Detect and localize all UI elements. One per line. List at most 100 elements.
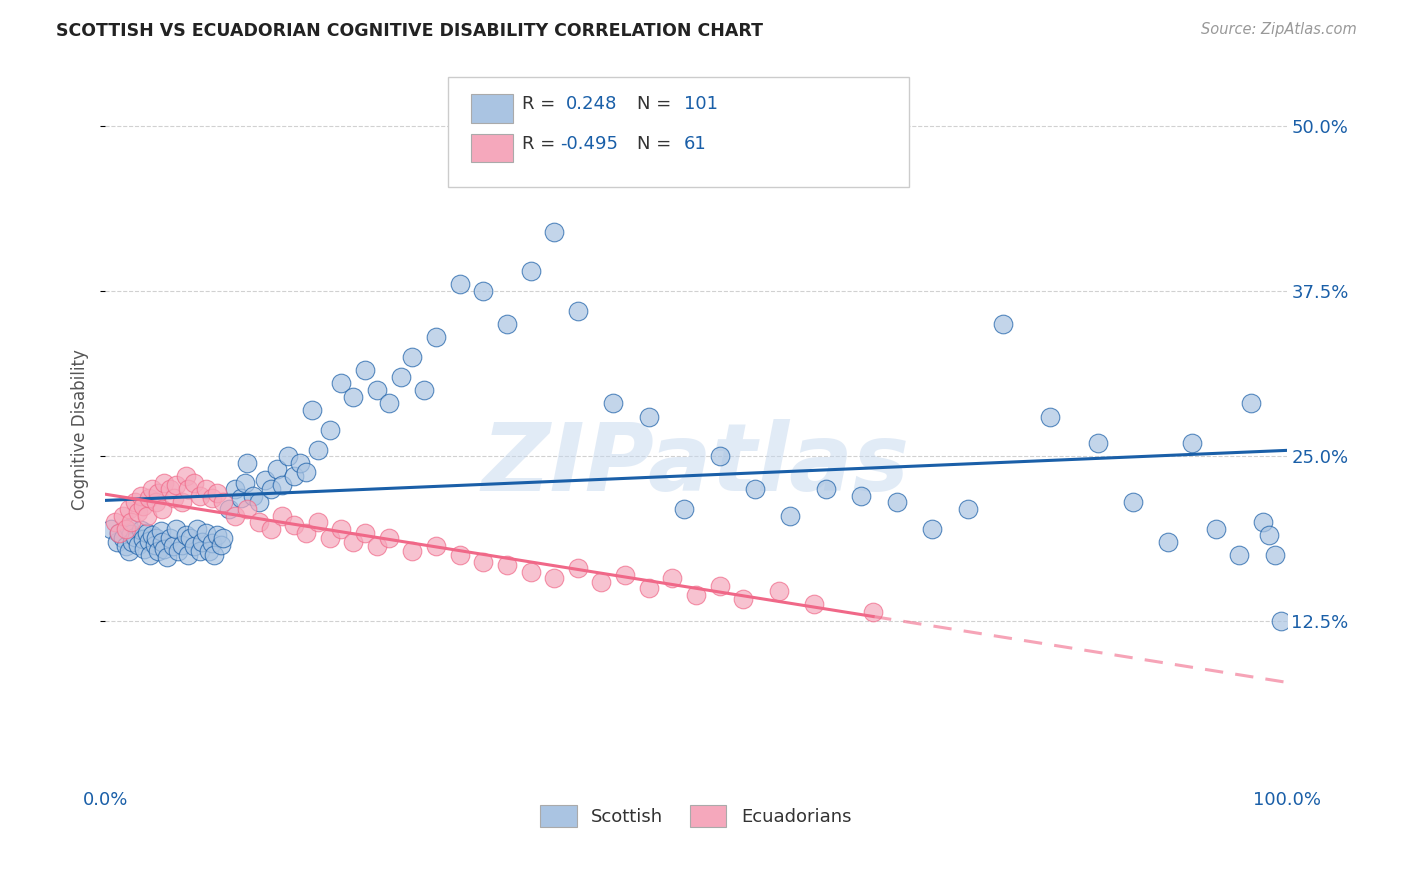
- Point: [1270, 615, 1292, 629]
- Point: [148, 544, 170, 558]
- Point: [366, 539, 388, 553]
- Point: [224, 508, 246, 523]
- Point: [124, 530, 146, 544]
- Text: 101: 101: [685, 95, 718, 112]
- Point: [307, 515, 329, 529]
- Point: [991, 317, 1014, 331]
- Point: [425, 539, 447, 553]
- Point: [149, 524, 172, 539]
- Point: [614, 568, 637, 582]
- Text: ZIPatlas: ZIPatlas: [482, 419, 910, 511]
- Point: [247, 495, 270, 509]
- Text: SCOTTISH VS ECUADORIAN COGNITIVE DISABILITY CORRELATION CHART: SCOTTISH VS ECUADORIAN COGNITIVE DISABIL…: [56, 22, 763, 40]
- Text: N =: N =: [637, 136, 671, 153]
- Text: N =: N =: [637, 95, 671, 112]
- Point: [120, 527, 142, 541]
- Text: 0.248: 0.248: [567, 95, 617, 112]
- FancyBboxPatch shape: [471, 134, 513, 162]
- Point: [236, 456, 259, 470]
- Point: [200, 536, 222, 550]
- Point: [145, 495, 167, 509]
- Point: [104, 515, 127, 529]
- Point: [194, 482, 217, 496]
- Point: [307, 442, 329, 457]
- Point: [1181, 436, 1204, 450]
- Point: [814, 482, 837, 496]
- FancyBboxPatch shape: [447, 77, 908, 187]
- Point: [177, 482, 200, 496]
- Point: [229, 491, 252, 506]
- Point: [253, 473, 276, 487]
- Point: [271, 478, 294, 492]
- Point: [202, 548, 225, 562]
- Point: [425, 330, 447, 344]
- Text: R =: R =: [522, 136, 555, 153]
- Point: [132, 500, 155, 514]
- Point: [472, 284, 495, 298]
- Point: [135, 525, 157, 540]
- Point: [567, 561, 589, 575]
- Point: [141, 482, 163, 496]
- Point: [862, 605, 884, 619]
- Point: [271, 508, 294, 523]
- Point: [139, 548, 162, 562]
- Point: [744, 482, 766, 496]
- Point: [637, 409, 659, 424]
- Point: [259, 482, 281, 496]
- Point: [183, 539, 205, 553]
- Point: [135, 508, 157, 523]
- Point: [661, 571, 683, 585]
- Point: [118, 502, 141, 516]
- Y-axis label: Cognitive Disability: Cognitive Disability: [72, 350, 89, 510]
- Point: [1240, 396, 1263, 410]
- Point: [602, 396, 624, 410]
- Point: [389, 370, 412, 384]
- FancyBboxPatch shape: [471, 95, 513, 123]
- Point: [118, 520, 141, 534]
- Point: [121, 535, 143, 549]
- Point: [191, 535, 214, 549]
- Point: [768, 583, 790, 598]
- Point: [543, 225, 565, 239]
- Point: [179, 531, 201, 545]
- Point: [1257, 528, 1279, 542]
- Point: [401, 350, 423, 364]
- Point: [472, 555, 495, 569]
- Point: [163, 491, 186, 506]
- Point: [115, 522, 138, 536]
- Point: [129, 523, 152, 537]
- Point: [1087, 436, 1109, 450]
- Point: [159, 531, 181, 545]
- Point: [127, 538, 149, 552]
- Point: [519, 264, 541, 278]
- Point: [194, 525, 217, 540]
- Point: [138, 533, 160, 548]
- Point: [165, 478, 187, 492]
- Point: [259, 522, 281, 536]
- Legend: Scottish, Ecuadorians: Scottish, Ecuadorians: [533, 798, 859, 835]
- Point: [183, 475, 205, 490]
- Point: [212, 495, 235, 509]
- Point: [673, 502, 696, 516]
- Point: [342, 535, 364, 549]
- Point: [207, 528, 229, 542]
- Point: [449, 277, 471, 292]
- Point: [138, 491, 160, 506]
- Point: [132, 533, 155, 547]
- Point: [519, 566, 541, 580]
- Point: [803, 597, 825, 611]
- Point: [591, 574, 613, 589]
- Point: [266, 462, 288, 476]
- Point: [156, 549, 179, 564]
- Point: [247, 515, 270, 529]
- Point: [709, 579, 731, 593]
- Point: [186, 522, 208, 536]
- Point: [733, 591, 755, 606]
- Point: [177, 548, 200, 562]
- Point: [318, 423, 340, 437]
- Point: [283, 517, 305, 532]
- Point: [145, 531, 167, 545]
- Point: [413, 383, 436, 397]
- Point: [111, 531, 134, 545]
- Point: [162, 539, 184, 553]
